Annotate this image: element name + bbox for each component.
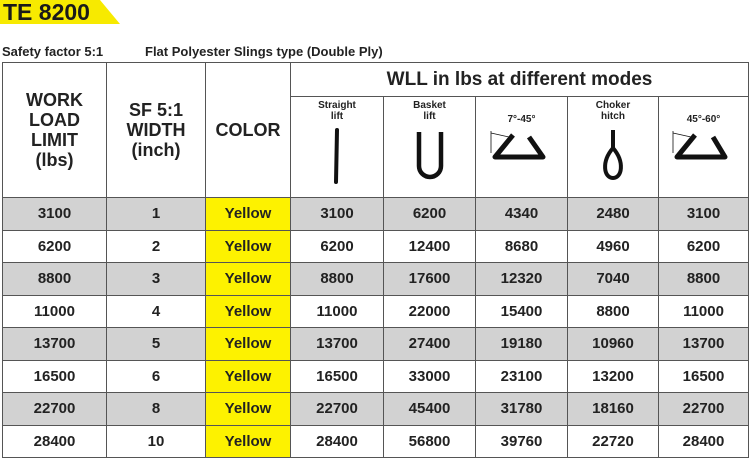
angle-basket-7-45-icon bbox=[490, 131, 545, 160]
straight-cell: 8800 bbox=[290, 262, 384, 296]
width-cell: 4 bbox=[106, 294, 206, 328]
color-cell: Yellow bbox=[205, 197, 291, 231]
basket-lift-icon bbox=[416, 132, 443, 180]
table-row: 16500 6 Yellow 16500 33000 23100 13200 16500 bbox=[2, 359, 750, 393]
basket-cell: 56800 bbox=[383, 424, 476, 458]
color-cell: Yellow bbox=[205, 262, 291, 296]
straight-cell: 16500 bbox=[290, 359, 384, 393]
width-cell: 1 bbox=[106, 197, 206, 231]
angle-7-45-cell: 15400 bbox=[475, 294, 568, 328]
straight-cell: 28400 bbox=[290, 424, 384, 458]
angle-7-45-cell: 19180 bbox=[475, 327, 568, 361]
angle-7-45-cell: 23100 bbox=[475, 359, 568, 393]
basket-cell: 17600 bbox=[383, 262, 476, 296]
wll-cell: 11000 bbox=[2, 294, 107, 328]
angle-basket-45-60-icon bbox=[672, 131, 728, 160]
header-width: SF 5:1 WIDTH (inch) bbox=[106, 62, 206, 198]
angle-7-45-cell: 8680 bbox=[475, 229, 568, 263]
color-cell: Yellow bbox=[205, 229, 291, 263]
mode-angle-45-60: 45°-60° bbox=[657, 96, 750, 198]
basket-cell: 45400 bbox=[383, 392, 476, 426]
choker-cell: 18160 bbox=[567, 392, 659, 426]
angle-7-45-cell: 12320 bbox=[475, 262, 568, 296]
choker-cell: 8800 bbox=[567, 294, 659, 328]
color-cell: Yellow bbox=[205, 294, 291, 328]
width-cell: 10 bbox=[106, 424, 206, 458]
wll-cell: 3100 bbox=[2, 197, 107, 231]
basket-cell: 12400 bbox=[383, 229, 476, 263]
basket-cell: 33000 bbox=[383, 359, 476, 393]
angle-45-60-cell: 11000 bbox=[657, 294, 750, 328]
straight-cell: 22700 bbox=[290, 392, 384, 426]
color-cell: Yellow bbox=[205, 359, 291, 393]
wll-table: WORK LOAD LIMIT (lbs) SF 5:1 WIDTH (inch… bbox=[2, 62, 750, 458]
wll-cell: 13700 bbox=[2, 327, 107, 361]
table-row: 3100 1 Yellow 3100 6200 4340 2480 3100 bbox=[2, 197, 750, 231]
angle-45-60-cell: 22700 bbox=[657, 392, 750, 426]
wll-cell: 6200 bbox=[2, 229, 107, 263]
width-cell: 8 bbox=[106, 392, 206, 426]
mode-straight: Straight lift bbox=[290, 96, 384, 198]
table-row: 22700 8 Yellow 22700 45400 31780 18160 22700 bbox=[2, 392, 750, 426]
choker-cell: 10960 bbox=[567, 327, 659, 361]
angle-45-60-cell: 16500 bbox=[657, 359, 750, 393]
straight-cell: 6200 bbox=[290, 229, 384, 263]
choker-cell: 22720 bbox=[567, 424, 659, 458]
wll-cell: 16500 bbox=[2, 359, 107, 393]
angle-45-60-cell: 6200 bbox=[657, 229, 750, 263]
angle-7-45-cell: 4340 bbox=[475, 197, 568, 231]
angle-45-60-cell: 8800 bbox=[657, 262, 750, 296]
wll-cell: 22700 bbox=[2, 392, 107, 426]
product-title: TE 8200 bbox=[3, 0, 90, 25]
mode-angle-7-45: 7°-45° bbox=[475, 96, 568, 198]
header-color: COLOR bbox=[205, 62, 291, 198]
straight-cell: 11000 bbox=[290, 294, 384, 328]
table-row: 28400 10 Yellow 28400 56800 39760 22720 28400 bbox=[2, 424, 750, 458]
color-cell: Yellow bbox=[205, 327, 291, 361]
basket-cell: 22000 bbox=[383, 294, 476, 328]
width-cell: 6 bbox=[106, 359, 206, 393]
width-cell: 2 bbox=[106, 229, 206, 263]
straight-cell: 13700 bbox=[290, 327, 384, 361]
table-row: 8800 3 Yellow 8800 17600 12320 7040 8800 bbox=[2, 262, 750, 296]
color-cell: Yellow bbox=[205, 392, 291, 426]
straight-cell: 3100 bbox=[290, 197, 384, 231]
angle-45-60-cell: 13700 bbox=[657, 327, 750, 361]
sling-type-label: Flat Polyester Slings type (Double Ply) bbox=[145, 44, 383, 59]
table-row: 11000 4 Yellow 11000 22000 15400 8800 11000 bbox=[2, 294, 750, 328]
table-row: 13700 5 Yellow 13700 27400 19180 10960 13700 bbox=[2, 327, 750, 361]
choker-cell: 7040 bbox=[567, 262, 659, 296]
header-modes: WLL in lbs at different modes bbox=[289, 62, 750, 97]
mode-choker: Choker hitch bbox=[567, 96, 659, 198]
header-wll: WORK LOAD LIMIT (lbs) bbox=[2, 62, 107, 198]
choker-hitch-icon bbox=[603, 130, 623, 181]
wll-cell: 8800 bbox=[2, 262, 107, 296]
angle-7-45-cell: 39760 bbox=[475, 424, 568, 458]
choker-cell: 4960 bbox=[567, 229, 659, 263]
straight-lift-icon bbox=[334, 128, 339, 184]
choker-cell: 13200 bbox=[567, 359, 659, 393]
wll-cell: 28400 bbox=[2, 424, 107, 458]
width-cell: 3 bbox=[106, 262, 206, 296]
angle-45-60-cell: 3100 bbox=[657, 197, 750, 231]
mode-basket: Basket lift bbox=[383, 96, 476, 198]
title-banner: TE 8200 bbox=[0, 0, 120, 24]
table-row: 6200 2 Yellow 6200 12400 8680 4960 6200 bbox=[2, 229, 750, 263]
width-cell: 5 bbox=[106, 327, 206, 361]
safety-factor-label: Safety factor 5:1 bbox=[2, 44, 104, 59]
basket-cell: 6200 bbox=[383, 197, 476, 231]
color-cell: Yellow bbox=[205, 424, 291, 458]
choker-cell: 2480 bbox=[567, 197, 659, 231]
basket-cell: 27400 bbox=[383, 327, 476, 361]
angle-7-45-cell: 31780 bbox=[475, 392, 568, 426]
angle-45-60-cell: 28400 bbox=[657, 424, 750, 458]
